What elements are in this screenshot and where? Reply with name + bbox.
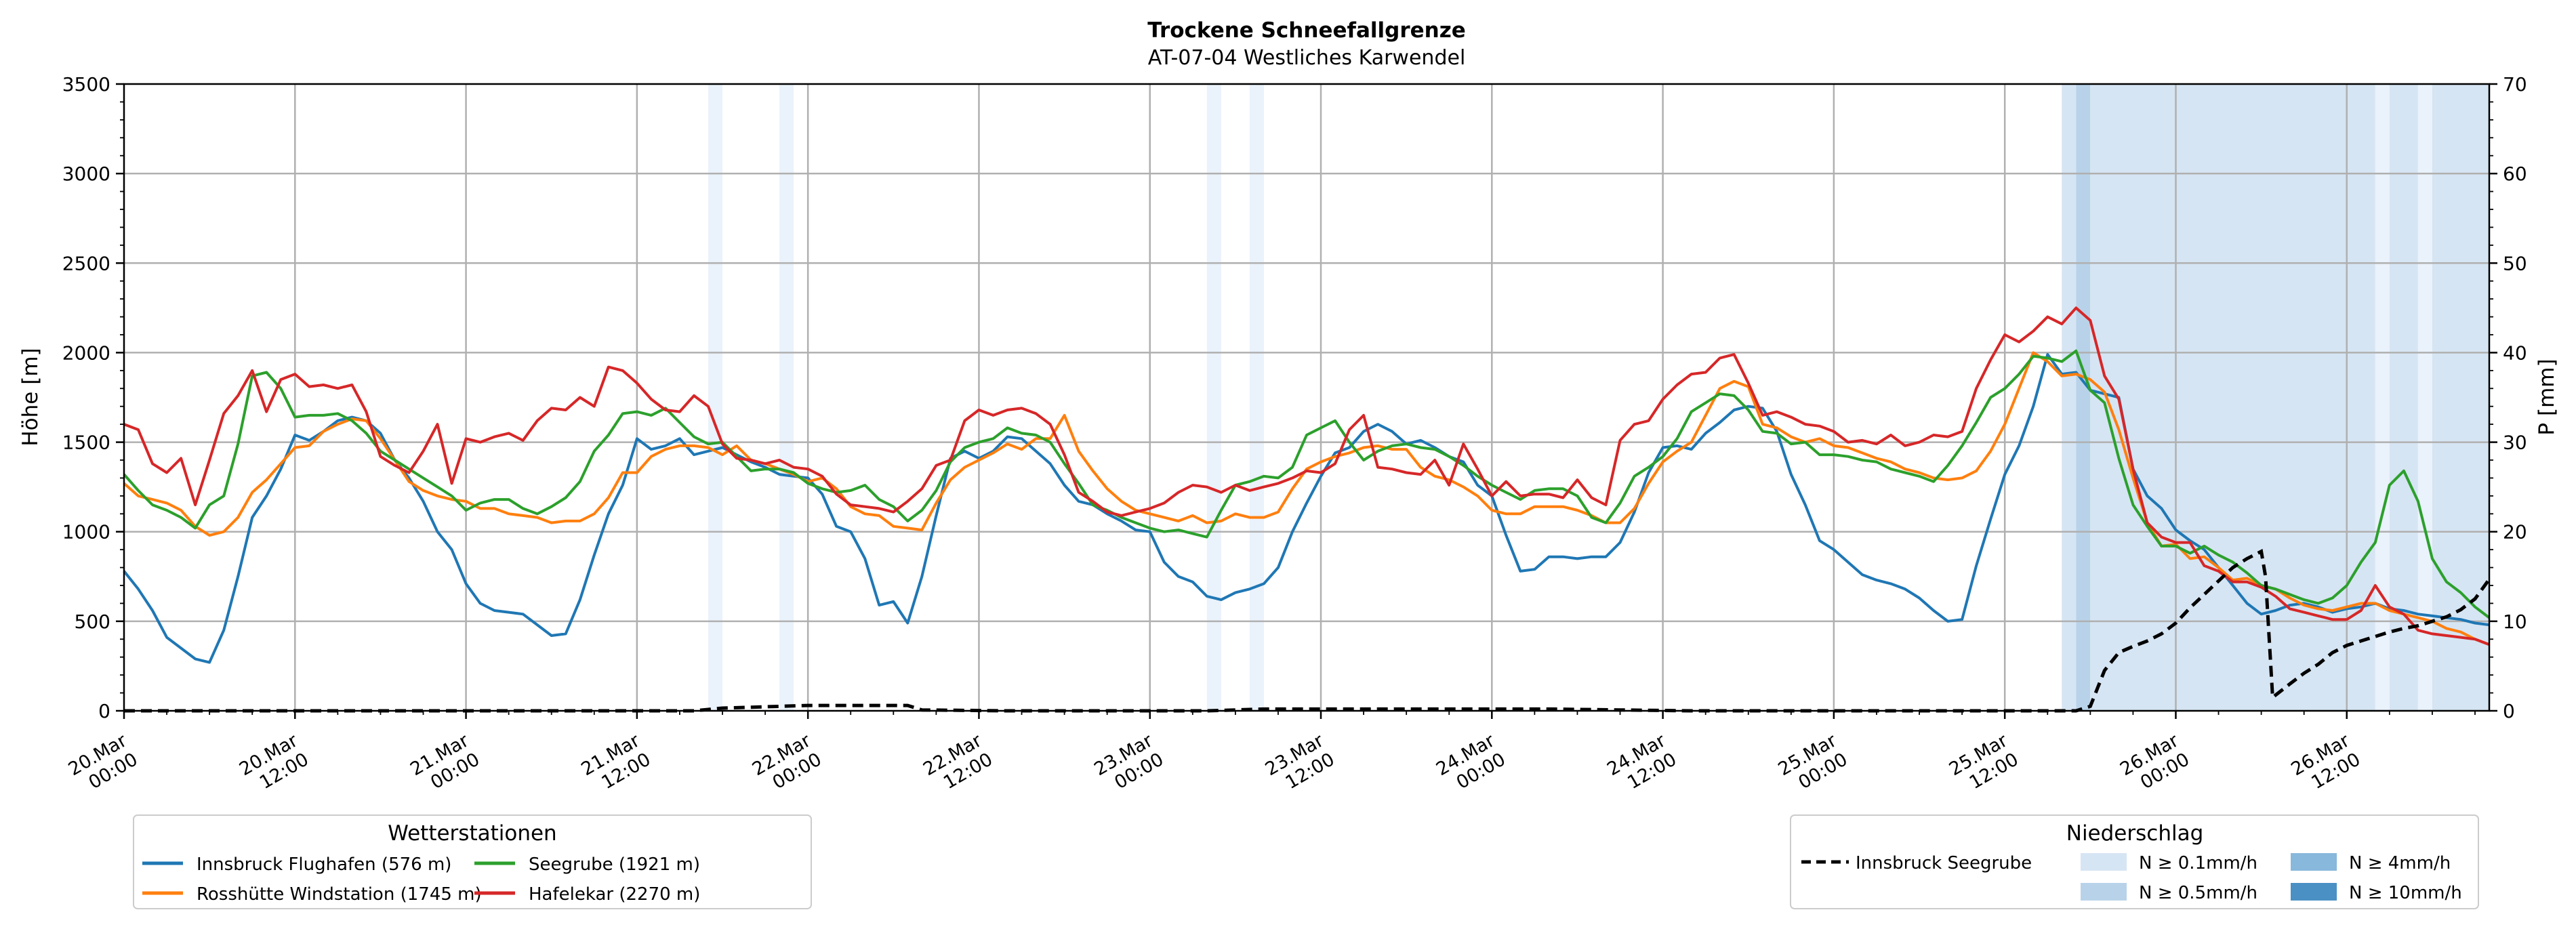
precipitation-line <box>124 549 2491 713</box>
series-line-2 <box>123 349 2491 619</box>
legend-station-label: Rosshütte Windstation (1745 m) <box>197 884 482 905</box>
y2-axis-label: P [mm] <box>2535 358 2559 435</box>
grid <box>124 84 2489 711</box>
legend-stations: Wetterstationen Innsbruck Flughafen (576… <box>133 814 812 909</box>
legend-precip-swatch <box>2081 853 2127 871</box>
legend-precip-label: N ≥ 0.5mm/h <box>2139 883 2257 903</box>
y-tick-label: 500 <box>75 611 110 633</box>
legend-stations-title: Wetterstationen <box>388 821 556 846</box>
y2-tick-label: 30 <box>2503 432 2527 454</box>
series-line-3 <box>123 306 2490 646</box>
y2-tick-label: 40 <box>2503 342 2527 364</box>
precip-band <box>1206 84 1221 711</box>
precip-band <box>2062 84 2077 711</box>
legend-precip-swatch <box>2081 883 2127 901</box>
chart-subtitle: AT-07-04 Westliches Karwendel <box>1148 46 1466 70</box>
precipitation-bands <box>708 84 2489 711</box>
y-tick-label: 1500 <box>62 432 110 454</box>
legend-precip-swatch <box>2291 853 2337 871</box>
y2-tick-label: 60 <box>2503 163 2527 185</box>
precip-band <box>779 84 794 711</box>
legend-precip-title: Niederschlag <box>2066 821 2204 846</box>
legend-station-label: Seegrube (1921 m) <box>529 854 700 875</box>
y-axis-label: Höhe [m] <box>18 348 43 446</box>
y-tick-label: 0 <box>98 700 110 722</box>
precip-band <box>1249 84 1264 711</box>
y-tick-label: 2500 <box>62 252 110 274</box>
precip-band <box>2375 84 2390 711</box>
legend-precip-label: N ≥ 0.1mm/h <box>2139 853 2257 873</box>
legend-precip-swatch <box>2291 883 2337 901</box>
legend-station-label: Innsbruck Flughafen (576 m) <box>197 854 451 875</box>
y2-tick-label: 70 <box>2503 73 2527 96</box>
precip-band <box>2417 84 2432 711</box>
series-line-1 <box>123 351 2490 646</box>
legend-precipitation: Niederschlag Innsbruck Seegrube N ≥ 0.1m… <box>1790 814 2479 909</box>
precip-band <box>2389 84 2418 711</box>
y2-tick-label: 50 <box>2503 252 2527 274</box>
y2-tick-label: 20 <box>2503 521 2527 543</box>
station-lines <box>123 306 2491 664</box>
precip-band <box>2432 84 2489 711</box>
series-line-0 <box>123 353 2490 664</box>
precip-band <box>2090 84 2375 711</box>
plot-frame <box>123 83 2491 712</box>
precip-band <box>708 84 723 711</box>
precip-band <box>2076 84 2091 711</box>
y2-tick-label: 0 <box>2503 700 2515 722</box>
chart-title: Trockene Schneefallgrenze <box>1147 18 1466 43</box>
y2-tick-label: 10 <box>2503 611 2527 633</box>
legend-precip-line-label: Innsbruck Seegrube <box>1856 853 2032 873</box>
legend-precip-label: N ≥ 4mm/h <box>2349 853 2451 873</box>
precip-series-line <box>124 549 2491 713</box>
legend-stations-frame <box>133 814 812 909</box>
y-axis-right: 0 10 20 30 40 50 60 70 <box>2489 73 2527 722</box>
y-tick-label: 2000 <box>62 342 110 364</box>
y-tick-label: 3000 <box>62 163 110 185</box>
y-axis-left: 0 500 1000 1500 2000 2500 3000 3500 <box>62 73 124 722</box>
legend-precip-label: N ≥ 10mm/h <box>2349 883 2462 903</box>
y-tick-label: 1000 <box>62 521 110 543</box>
y-tick-label: 3500 <box>62 73 110 96</box>
legend-station-label: Hafelekar (2270 m) <box>529 884 700 905</box>
